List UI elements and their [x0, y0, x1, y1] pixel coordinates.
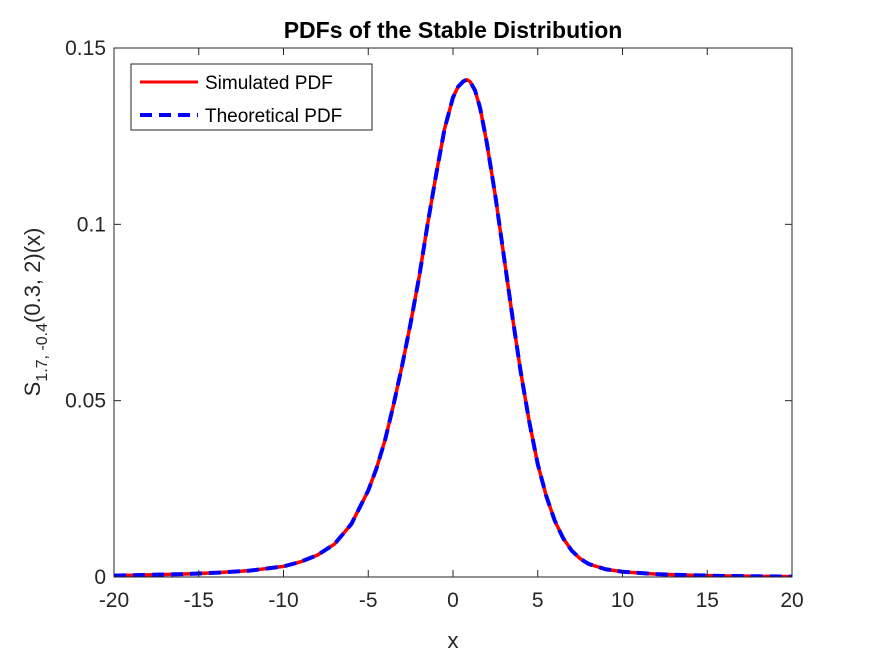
x-tick-label: 20: [780, 589, 803, 612]
x-tick-label: -10: [268, 589, 298, 612]
x-tick-label: 10: [611, 589, 634, 612]
x-tick-label: 15: [696, 589, 719, 612]
legend: Simulated PDF Theoretical PDF: [130, 63, 373, 131]
legend-box: [130, 63, 373, 131]
x-tick-label: -15: [184, 589, 214, 612]
x-axis-label: x: [448, 628, 459, 653]
plot-area: -20 -15 -10 -5 0 5 10 15 20 0 0.05 0.1 0.15: [65, 37, 804, 612]
y-tick-label: 0.05: [65, 390, 106, 413]
series-line-theoretical: [114, 77, 792, 577]
ticks-layer: -20 -15 -10 -5 0 5 10 15 20 0 0.05 0.1 0.15: [65, 37, 804, 612]
x-tick-label: 5: [532, 589, 544, 612]
y-axis-label-subscript: 1.7, -0.4: [34, 323, 51, 382]
y-axis-label-rest: (0.3, 2)(x): [20, 228, 45, 323]
y-axis-label: S1.7, -0.4(0.3, 2)(x): [20, 228, 51, 397]
y-axis-label-base: S: [20, 382, 45, 397]
x-tick-label: -5: [359, 589, 378, 612]
y-tick-label: 0.15: [65, 37, 106, 60]
chart-title: PDFs of the Stable Distribution: [284, 17, 623, 43]
y-tick-label: 0: [94, 566, 106, 589]
legend-label-simulated: Simulated PDF: [205, 73, 333, 94]
x-tick-label: -20: [99, 589, 129, 612]
x-tick-label: 0: [447, 589, 459, 612]
legend-label-theoretical: Theoretical PDF: [205, 106, 342, 127]
series-layer: [114, 77, 792, 577]
axes-background: [114, 48, 792, 577]
y-tick-label: 0.1: [77, 213, 106, 236]
